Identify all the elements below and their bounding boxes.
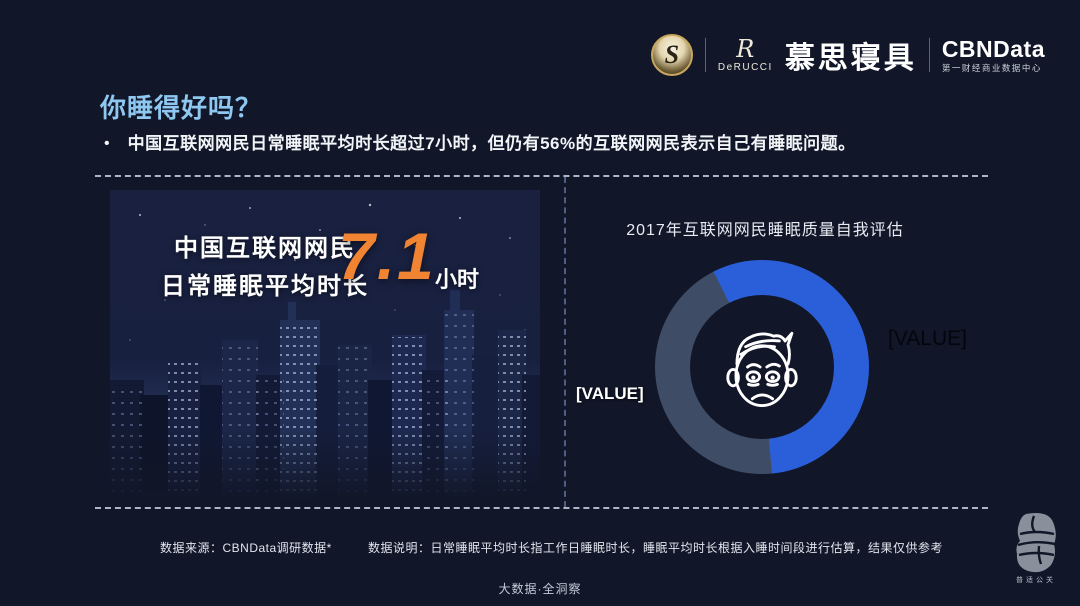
stat-caption-line1: 中国互联网网民 (174, 235, 356, 262)
cbndata-subtitle: 第一财经商业数据中心 (941, 62, 1042, 73)
dashed-divider-top (95, 175, 988, 177)
agency-seal: 普适公关 (1004, 512, 1068, 585)
city-skyline-graphic (110, 190, 540, 500)
stat-caption-line2: 日常睡眠平均时长 (161, 273, 369, 300)
derucci-emblem-icon: S (650, 34, 693, 76)
stat-caption: 中国互联网网民 日常睡眠平均时长 (110, 230, 420, 306)
stat-big-number: 7.1 (338, 219, 436, 293)
donut-chart (655, 260, 869, 474)
bullet-row: • 中国互联网网民日常睡眠平均时长超过7小时，但仍有56%的互联网网民表示自己有… (104, 132, 856, 156)
city-night-image: 中国互联网网民 日常睡眠平均时长 7.1 小时 (110, 190, 540, 500)
bullet-text: 中国互联网网民日常睡眠平均时长超过7小时，但仍有56%的互联网网民表示自己有睡眠… (127, 134, 856, 153)
cbndata-wordmark: CBNData (941, 35, 1045, 62)
dashed-divider-vertical (564, 177, 566, 507)
seal-stamp-icon (1016, 513, 1056, 573)
page-title: 你睡得好吗？ (100, 93, 263, 123)
chart-title: 2017年互联网网民睡眠质量自我评估 (626, 222, 904, 239)
header-logo-bar: S R DeRUCCI 慕思寝具 CBNData 第一财经商业数据中心 (650, 30, 1045, 80)
cbndata-logo: CBNData 第一财经商业数据中心 (941, 35, 1045, 74)
derucci-logo: R DeRUCCI (718, 37, 773, 73)
data-label-right: [VALUE] (888, 327, 967, 350)
swan-swirl-icon: S (664, 40, 680, 69)
logo-divider (928, 38, 930, 72)
seal-caption: 普适公关 (1016, 577, 1056, 584)
footer-slogan: 大数据·全洞察 (498, 582, 582, 596)
data-note-text: 数据说明：日常睡眠平均时长指工作日睡眠时长，睡眠平均时长根据入睡时间段进行估算，… (368, 541, 944, 555)
stat-unit: 小时 (435, 267, 480, 292)
brand-name-cn: 慕思寝具 (784, 42, 917, 75)
derucci-wordmark: DeRUCCI (717, 62, 773, 73)
bullet-marker: • (104, 135, 110, 152)
logo-divider (704, 38, 706, 72)
data-label-left: [VALUE] (576, 384, 644, 403)
sad-face-icon (726, 331, 798, 407)
derucci-script-r-icon: R (736, 35, 755, 63)
dashed-divider-bottom (95, 507, 988, 509)
donut-hole (690, 295, 834, 439)
data-source-text: 数据来源：CBNData调研数据* (160, 541, 332, 555)
